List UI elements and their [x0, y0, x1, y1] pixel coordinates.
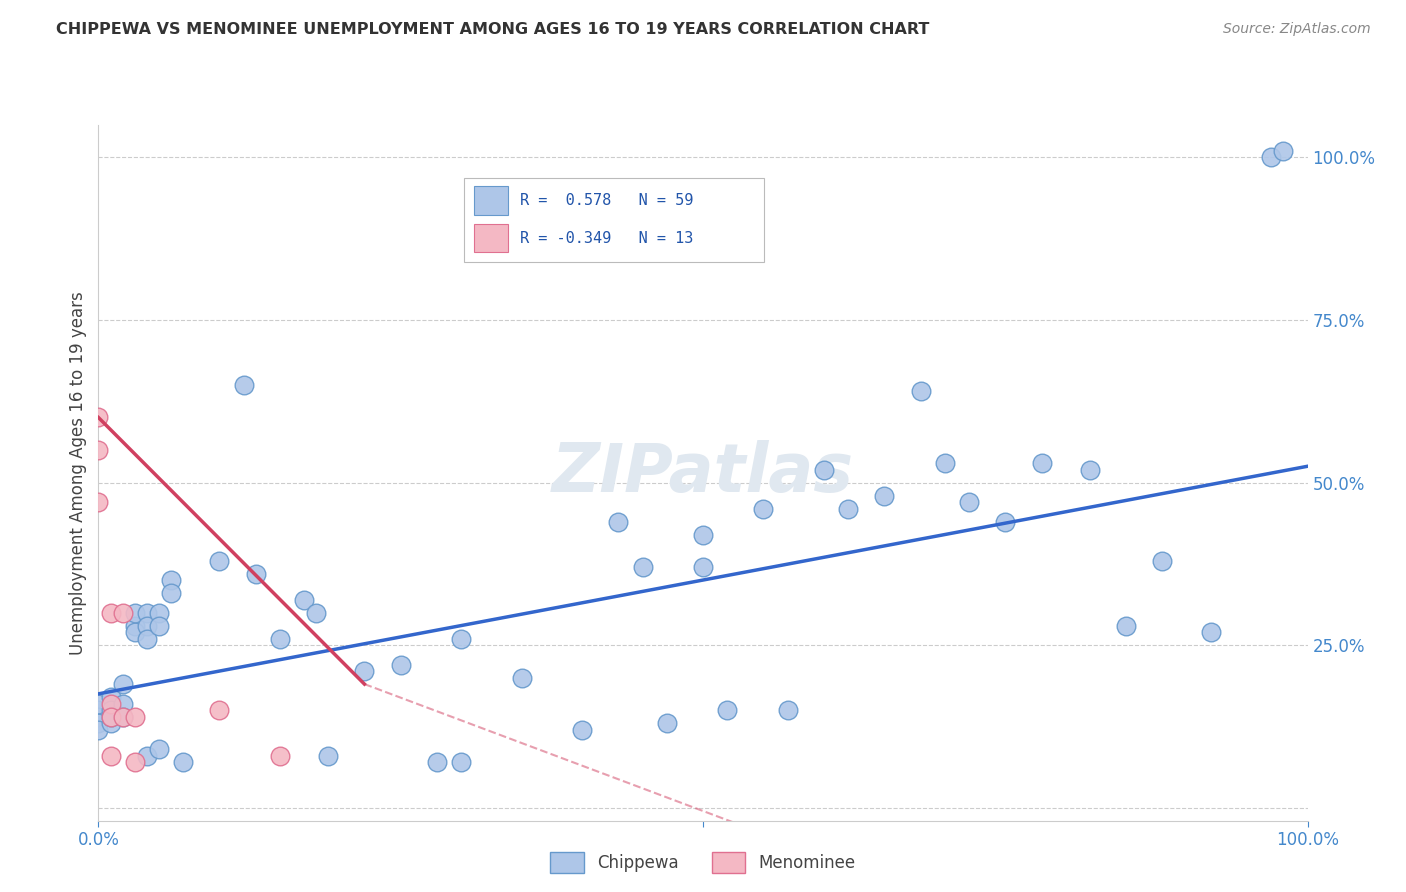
- Point: [135, 606, 157, 620]
- Text: Source: ZipAtlas.com: Source: ZipAtlas.com: [1223, 22, 1371, 37]
- Point: [1115, 618, 1137, 632]
- Point: [837, 501, 859, 516]
- Point: [631, 560, 654, 574]
- Point: [1078, 462, 1101, 476]
- Point: [100, 716, 122, 731]
- Point: [87, 442, 110, 457]
- Point: [1031, 456, 1053, 470]
- Point: [100, 697, 122, 711]
- Point: [87, 716, 110, 731]
- Point: [957, 495, 980, 509]
- Point: [124, 606, 146, 620]
- Point: [208, 703, 231, 717]
- Point: [716, 703, 738, 717]
- Point: [389, 657, 412, 672]
- Point: [111, 709, 134, 723]
- Text: R = -0.349   N = 13: R = -0.349 N = 13: [520, 231, 693, 245]
- Point: [208, 553, 231, 567]
- Point: [692, 560, 714, 574]
- Point: [148, 606, 170, 620]
- Point: [172, 755, 194, 769]
- Point: [100, 690, 122, 704]
- Point: [148, 742, 170, 756]
- Point: [934, 456, 956, 470]
- Point: [316, 748, 339, 763]
- Bar: [474, 224, 508, 252]
- Point: [148, 618, 170, 632]
- Point: [873, 489, 896, 503]
- Point: [87, 697, 110, 711]
- Point: [135, 748, 157, 763]
- Point: [135, 632, 157, 646]
- Point: [269, 748, 291, 763]
- Text: R =  0.578   N = 59: R = 0.578 N = 59: [520, 194, 693, 208]
- Point: [305, 606, 328, 620]
- Point: [813, 462, 835, 476]
- Legend: Chippewa, Menominee: Chippewa, Menominee: [544, 846, 862, 880]
- Point: [87, 410, 110, 425]
- Point: [245, 566, 267, 581]
- Point: [1199, 625, 1222, 640]
- FancyBboxPatch shape: [464, 178, 765, 262]
- Bar: [474, 186, 508, 215]
- Point: [232, 378, 254, 392]
- Point: [1260, 150, 1282, 164]
- Point: [87, 495, 110, 509]
- Point: [111, 677, 134, 691]
- Y-axis label: Unemployment Among Ages 16 to 19 years: Unemployment Among Ages 16 to 19 years: [69, 291, 87, 655]
- Point: [111, 697, 134, 711]
- Point: [100, 709, 122, 723]
- Point: [135, 618, 157, 632]
- Point: [100, 709, 122, 723]
- Point: [87, 723, 110, 737]
- Point: [111, 709, 134, 723]
- Text: ZIPatlas: ZIPatlas: [553, 440, 853, 506]
- Point: [87, 709, 110, 723]
- Point: [1272, 144, 1295, 158]
- Point: [910, 384, 932, 399]
- Point: [776, 703, 799, 717]
- Point: [1152, 553, 1174, 567]
- Point: [100, 703, 122, 717]
- Point: [571, 723, 593, 737]
- Point: [269, 632, 291, 646]
- Point: [450, 632, 472, 646]
- Text: CHIPPEWA VS MENOMINEE UNEMPLOYMENT AMONG AGES 16 TO 19 YEARS CORRELATION CHART: CHIPPEWA VS MENOMINEE UNEMPLOYMENT AMONG…: [56, 22, 929, 37]
- Point: [124, 625, 146, 640]
- Point: [752, 501, 775, 516]
- Point: [100, 748, 122, 763]
- Point: [607, 515, 630, 529]
- Point: [692, 527, 714, 541]
- Point: [426, 755, 449, 769]
- Point: [100, 606, 122, 620]
- Point: [994, 515, 1017, 529]
- Point: [124, 709, 146, 723]
- Point: [510, 671, 533, 685]
- Point: [292, 592, 315, 607]
- Point: [655, 716, 678, 731]
- Point: [124, 618, 146, 632]
- Point: [450, 755, 472, 769]
- Point: [111, 606, 134, 620]
- Point: [160, 586, 183, 600]
- Point: [87, 703, 110, 717]
- Point: [124, 755, 146, 769]
- Point: [353, 664, 375, 678]
- Point: [160, 573, 183, 587]
